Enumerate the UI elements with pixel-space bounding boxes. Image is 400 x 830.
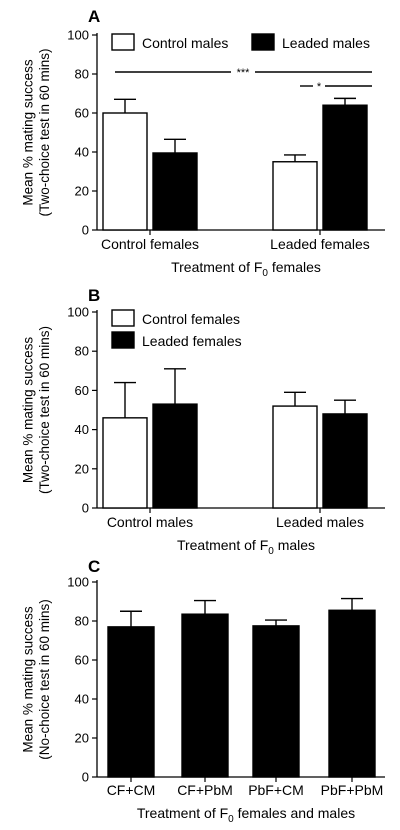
x-axis-label-subscript: 0 (228, 814, 234, 825)
y-tick-label: 40 (75, 692, 89, 707)
y-tick-label: 60 (75, 106, 89, 121)
legend-swatch (111, 309, 135, 327)
x-axis-label-text: females and males (234, 805, 355, 821)
x-axis-label-subscript: 0 (268, 546, 274, 557)
legend: Control males Leaded males (111, 33, 370, 51)
category-label: Control males (107, 514, 193, 530)
x-axis-label: Treatment of F0 females and males (137, 805, 355, 825)
legend-swatch (111, 331, 135, 349)
x-axis-label: Treatment of F0 females (171, 259, 321, 279)
y-tick-label: 100 (67, 305, 89, 320)
y-tick-label: 20 (75, 184, 89, 199)
legend-swatch (251, 33, 275, 51)
y-tick-label: 40 (75, 145, 89, 160)
y-tick-label: 0 (82, 770, 89, 785)
bar (102, 112, 148, 231)
x-axis-label-text: Treatment of F (171, 259, 262, 275)
y-axis-label-line: Mean % mating success (21, 59, 36, 206)
legend: Control females Leaded females (111, 309, 242, 349)
y-axis-label: Mean % mating success(Two-choice test in… (21, 48, 52, 216)
x-axis-label-subscript: 0 (262, 268, 268, 279)
panel-c: C 0 20 40 60 80 100 Mean % mating success(No-ch… (21, 557, 385, 825)
bar (152, 403, 198, 509)
category-label: Control females (101, 236, 199, 252)
legend-label: Leaded females (142, 333, 242, 349)
panel-label: A (88, 7, 100, 26)
y-tick-label: 20 (75, 731, 89, 746)
y-tick-label: 40 (75, 422, 89, 437)
bar (107, 626, 155, 778)
category-label: PbF+PbM (321, 782, 384, 798)
y-tick-label: 80 (75, 67, 89, 82)
category-label: Leaded females (270, 236, 370, 252)
y-tick-label: 20 (75, 461, 89, 476)
category-label: PbF+CM (248, 782, 304, 798)
x-axis-label-text: females (268, 259, 321, 275)
significance-label: * (317, 81, 322, 93)
y-tick-label: 80 (75, 614, 89, 629)
panel-label: C (88, 557, 100, 576)
y-tick-label: 0 (82, 501, 89, 516)
x-axis-label-text: Treatment of F (177, 537, 268, 553)
y-axis-label-line: (Two-choice test in 60 mins) (37, 48, 52, 216)
x-axis-label-text: males (274, 537, 315, 553)
legend-label: Leaded males (282, 35, 370, 51)
y-axis-label-line: Mean % mating success (21, 606, 36, 753)
bar (252, 625, 300, 778)
bar (322, 413, 368, 509)
bar (322, 104, 368, 231)
category-label: CF+PbM (177, 782, 233, 798)
y-tick-label: 60 (75, 653, 89, 668)
bar (181, 613, 229, 778)
legend-label: Control males (142, 35, 228, 51)
y-tick-label: 100 (67, 575, 89, 590)
bar (102, 417, 148, 509)
bar (328, 609, 376, 778)
y-axis-label-line: Mean % mating success (21, 337, 36, 484)
category-label: CF+CM (107, 782, 156, 798)
x-axis-label: Treatment of F0 males (177, 537, 315, 557)
category-label: Leaded males (276, 514, 364, 530)
y-axis-label: Mean % mating success(No-choice test in … (21, 599, 52, 760)
y-axis-label-line: (Two-choice test in 60 mins) (37, 326, 52, 494)
legend-label: Control females (142, 311, 240, 327)
bar (152, 152, 198, 231)
significance-label: *** (237, 67, 251, 79)
panel-a: A 0 20 40 60 80 100 Mean % mating success(Two-c… (21, 7, 385, 279)
panel-b: B 0 20 40 60 80 100 Mean % mating success(Two-c… (21, 286, 385, 557)
x-axis-label-text: Treatment of F (137, 805, 228, 821)
y-tick-label: 100 (67, 28, 89, 43)
bar (272, 161, 318, 231)
legend-swatch (111, 33, 135, 51)
y-axis-label: Mean % mating success(Two-choice test in… (21, 326, 52, 494)
y-axis-label-line: (No-choice test in 60 mins) (37, 599, 52, 760)
y-tick-label: 80 (75, 344, 89, 359)
y-tick-label: 0 (82, 223, 89, 238)
panel-label: B (88, 286, 100, 305)
bar (272, 405, 318, 509)
y-tick-label: 60 (75, 383, 89, 398)
